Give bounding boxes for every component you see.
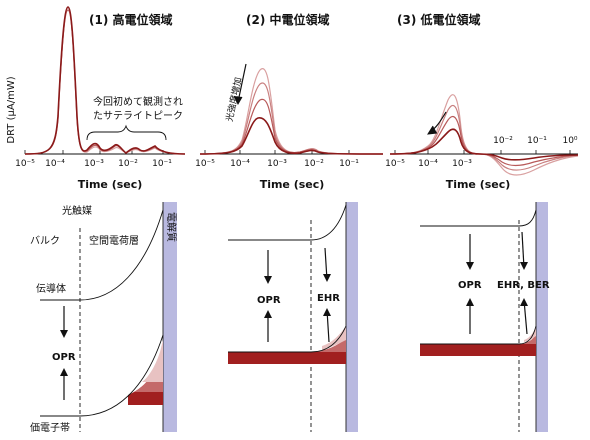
panel-1-tick-4: 10⁻¹ xyxy=(152,159,172,169)
panel-1-annotation-line1: 今回初めて観測され xyxy=(93,95,183,108)
band-diagram-2: OPR EHR xyxy=(228,202,358,432)
opr-label-1: OPR xyxy=(52,352,76,363)
ehr-label: EHR xyxy=(317,293,340,304)
panel-2-tick-2: 10⁻³ xyxy=(267,159,287,169)
panel-3-x-label: Time (sec) xyxy=(446,178,511,191)
panel-3-title: (3) 低電位領域 xyxy=(397,12,481,27)
bulk-label: バルク xyxy=(30,235,60,247)
band-diagram-1: 電解質 光触媒 バルク 空間電荷層 伝導体 価電子帯 OPR xyxy=(30,202,178,434)
panel-3-arrowhead xyxy=(427,125,438,135)
opr-label-3: OPR xyxy=(458,280,482,291)
panel-2-curve-mid-light xyxy=(199,82,384,155)
panel-3-tick-0: 10⁻⁵ xyxy=(385,159,405,169)
conduction-band-2 xyxy=(228,204,347,241)
drt-plots: DRT (μA/mW) (1) 高電位領域 10⁻⁵ 10⁻⁴ 10⁻³ 10⁻… xyxy=(6,6,579,191)
conduction-band-3 xyxy=(420,209,537,227)
panel-1-brace xyxy=(86,124,167,141)
panel-2-tick-4: 10⁻¹ xyxy=(339,159,359,169)
y-axis-label: DRT (μA/mW) xyxy=(6,76,17,143)
opr-label-2: OPR xyxy=(257,295,281,306)
valence-fill-dark-1 xyxy=(128,360,163,405)
panel-1-tick-1: 10⁻⁴ xyxy=(45,159,65,169)
panel-1-plot: (1) 高電位領域 10⁻⁵ 10⁻⁴ 10⁻³ 10⁻² 10⁻¹ Time … xyxy=(15,6,186,191)
space-charge-label: 空間電荷層 xyxy=(89,234,139,247)
panel-1-x-label: Time (sec) xyxy=(78,178,143,191)
panel-3-tick-2: 10⁻³ xyxy=(452,159,472,169)
panel-2-arrow xyxy=(237,63,247,103)
panel-1-title: (1) 高電位領域 xyxy=(89,12,173,27)
panel-3-plot: (3) 低電位領域 10⁻⁵ 10⁻⁴ 10⁻³ 10⁻² 10⁻¹ 10⁰ T… xyxy=(385,12,579,191)
panel-3-tick-upper-1: 10⁻¹ xyxy=(527,136,547,146)
panel-2-curve-dark xyxy=(199,117,384,155)
ehr-ber-label: EHR, BER xyxy=(497,280,550,291)
electrolyte-label: 電解質 xyxy=(165,212,178,242)
panel-2-tick-3: 10⁻² xyxy=(304,159,324,169)
panel-1-tick-3: 10⁻² xyxy=(118,159,138,169)
panel-3-tick-1: 10⁻⁴ xyxy=(418,159,438,169)
band-diagram-3: OPR EHR, BER xyxy=(420,202,550,432)
conduction-band-label: 伝導体 xyxy=(36,282,66,295)
conduction-band-1 xyxy=(40,209,164,301)
panel-2-title: (2) 中電位領域 xyxy=(246,12,330,27)
electrolyte-region-1 xyxy=(163,202,177,432)
panel-1-tick-0: 10⁻⁵ xyxy=(15,159,35,169)
panel-1-annotation-line2: たサテライトピーク xyxy=(93,110,183,122)
panel-3-tick-upper-0: 10⁻² xyxy=(493,136,513,146)
valence-band-3 xyxy=(420,325,537,345)
electrolyte-region-3 xyxy=(536,202,548,432)
panel-3-tick-upper-2: 10⁰ xyxy=(562,136,577,146)
valence-fill-dark-3 xyxy=(420,344,536,356)
panel-2-plot: (2) 中電位領域 10⁻⁵ 10⁻⁴ 10⁻³ 10⁻² 10⁻¹ Time … xyxy=(195,12,384,191)
valence-fill-mid-1 xyxy=(134,358,163,392)
electrolyte-region-2 xyxy=(346,202,358,432)
valence-fill-light-1 xyxy=(142,340,163,382)
valence-fill-dark-2 xyxy=(228,352,346,364)
valence-band-2 xyxy=(228,325,347,353)
panel-2-arrowhead xyxy=(233,95,243,106)
valence-band-label: 価電子帯 xyxy=(30,421,70,434)
photocatalyst-label: 光触媒 xyxy=(62,204,92,217)
panel-2-tick-1: 10⁻⁴ xyxy=(230,159,250,169)
panel-1-tick-2: 10⁻³ xyxy=(84,159,104,169)
valence-band-1 xyxy=(40,334,164,417)
panel-3-curve-dark xyxy=(389,128,579,161)
panel-2-x-label: Time (sec) xyxy=(260,178,325,191)
panel-2-tick-0: 10⁻⁵ xyxy=(195,159,215,169)
panel-1-curve-dark xyxy=(24,6,186,155)
